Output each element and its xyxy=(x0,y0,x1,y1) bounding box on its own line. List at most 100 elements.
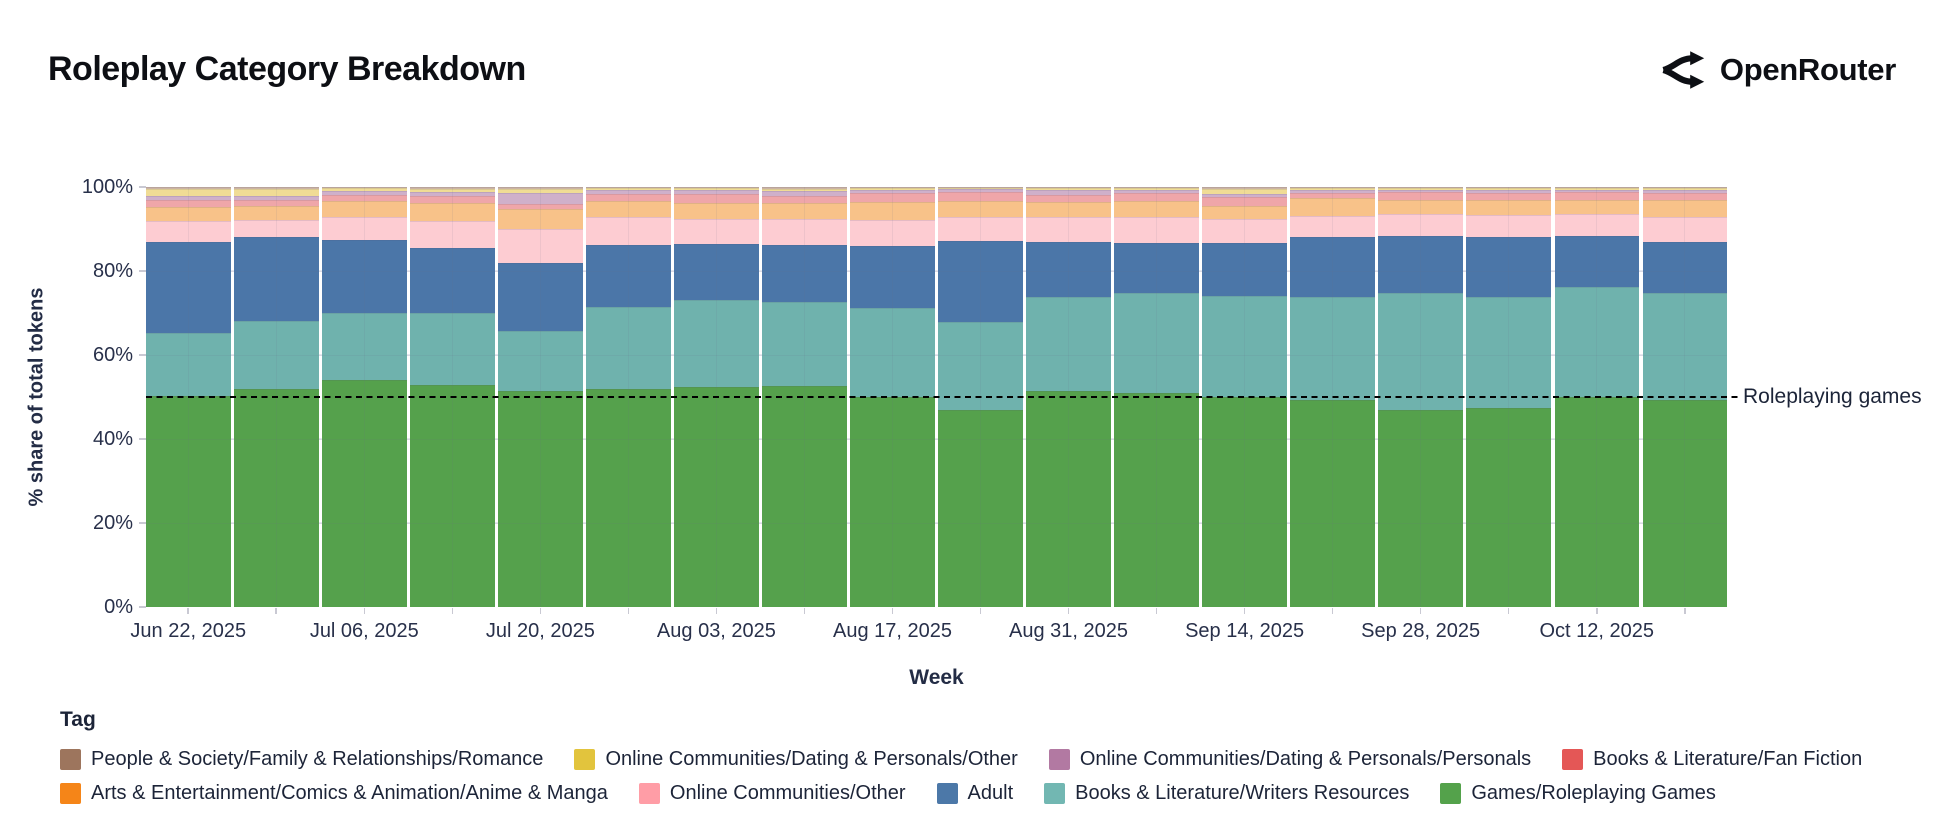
bar-week-4[interactable] xyxy=(410,187,495,607)
bar-segment[interactable] xyxy=(1290,192,1375,199)
bar-segment[interactable] xyxy=(1378,293,1463,411)
bar-segment[interactable] xyxy=(1554,236,1640,288)
bar-week-9[interactable] xyxy=(850,187,935,607)
bar-segment[interactable] xyxy=(322,380,407,607)
bar-week-11[interactable] xyxy=(1026,187,1111,607)
bar-segment[interactable] xyxy=(1466,188,1551,191)
bar-segment[interactable] xyxy=(1202,205,1287,220)
bar-segment[interactable] xyxy=(1642,399,1728,607)
bar-segment[interactable] xyxy=(234,236,319,321)
bar-segment[interactable] xyxy=(586,200,671,217)
bar-segment[interactable] xyxy=(586,388,671,607)
bar-segment[interactable] xyxy=(1114,189,1199,193)
bar-segment[interactable] xyxy=(938,187,1023,190)
bar-segment[interactable] xyxy=(322,217,407,240)
bar-segment[interactable] xyxy=(938,321,1023,411)
bar-segment[interactable] xyxy=(234,195,319,201)
bar-segment[interactable] xyxy=(938,187,1023,188)
bar-segment[interactable] xyxy=(1026,241,1111,298)
bar-segment[interactable] xyxy=(410,188,495,192)
bar-segment[interactable] xyxy=(322,200,407,218)
bar-segment[interactable] xyxy=(410,385,495,607)
bar-segment[interactable] xyxy=(1114,200,1199,218)
bar-segment[interactable] xyxy=(498,262,583,332)
bar-segment[interactable] xyxy=(1466,187,1551,189)
bar-segment[interactable] xyxy=(498,187,583,190)
bar-segment[interactable] xyxy=(410,220,495,249)
bar-segment[interactable] xyxy=(498,390,583,607)
bar-segment[interactable] xyxy=(850,220,935,246)
bar-segment[interactable] xyxy=(1290,187,1375,189)
bar-segment[interactable] xyxy=(146,207,231,221)
bar-week-5[interactable] xyxy=(498,187,583,607)
bar-week-10[interactable] xyxy=(938,187,1023,607)
bar-segment[interactable] xyxy=(762,386,847,607)
bar-segment[interactable] xyxy=(938,189,1023,192)
bar-week-13[interactable] xyxy=(1202,187,1287,607)
bar-segment[interactable] xyxy=(1026,187,1111,189)
bar-segment[interactable] xyxy=(586,216,671,245)
bar-segment[interactable] xyxy=(322,239,407,314)
bar-segment[interactable] xyxy=(1378,187,1463,190)
bar-segment[interactable] xyxy=(938,216,1023,242)
bar-segment[interactable] xyxy=(498,189,583,193)
bar-segment[interactable] xyxy=(410,187,495,189)
bar-segment[interactable] xyxy=(1114,242,1199,294)
bar-segment[interactable] xyxy=(674,189,759,195)
bar-segment[interactable] xyxy=(1554,187,1640,188)
bar-segment[interactable] xyxy=(586,187,671,189)
bar-segment[interactable] xyxy=(1554,189,1640,192)
bar-segment[interactable] xyxy=(1026,190,1111,195)
bar-segment[interactable] xyxy=(1026,297,1111,392)
bar-segment[interactable] xyxy=(322,187,407,189)
bar-segment[interactable] xyxy=(234,187,319,190)
bar-segment[interactable] xyxy=(146,241,231,334)
bar-segment[interactable] xyxy=(850,187,935,188)
bar-segment[interactable] xyxy=(234,189,319,196)
bar-segment[interactable] xyxy=(1466,408,1551,607)
bar-segment[interactable] xyxy=(1642,241,1728,293)
bar-segment[interactable] xyxy=(938,410,1023,607)
bar-week-14[interactable] xyxy=(1290,187,1375,607)
bar-segment[interactable] xyxy=(1026,391,1111,607)
bar-segment[interactable] xyxy=(410,202,495,221)
bar-segment[interactable] xyxy=(762,218,847,245)
bar-segment[interactable] xyxy=(1642,216,1728,242)
bar-segment[interactable] xyxy=(762,187,847,189)
bar-segment[interactable] xyxy=(1202,296,1287,398)
bar-segment[interactable] xyxy=(322,188,407,191)
bar-segment[interactable] xyxy=(674,219,759,245)
bar-segment[interactable] xyxy=(1026,188,1111,191)
bar-segment[interactable] xyxy=(146,189,231,196)
bar-segment[interactable] xyxy=(1466,297,1551,409)
bar-segment[interactable] xyxy=(674,299,759,387)
bar-segment[interactable] xyxy=(1554,187,1640,190)
bar-segment[interactable] xyxy=(1114,217,1199,243)
bar-segment[interactable] xyxy=(1202,187,1287,190)
bar-week-12[interactable] xyxy=(1114,187,1199,607)
bar-segment[interactable] xyxy=(1378,191,1463,201)
bar-segment[interactable] xyxy=(586,244,671,307)
bar-segment[interactable] xyxy=(1642,292,1728,400)
bar-week-15[interactable] xyxy=(1378,187,1463,607)
bar-segment[interactable] xyxy=(146,395,231,607)
bar-segment[interactable] xyxy=(674,194,759,203)
bar-segment[interactable] xyxy=(1114,187,1199,190)
bar-segment[interactable] xyxy=(1554,191,1640,200)
bar-segment[interactable] xyxy=(1466,190,1551,193)
bar-segment[interactable] xyxy=(234,200,319,206)
bar-segment[interactable] xyxy=(850,308,935,398)
bar-segment[interactable] xyxy=(322,313,407,381)
bar-segment[interactable] xyxy=(674,187,759,189)
bar-segment[interactable] xyxy=(1290,297,1375,400)
bar-segment[interactable] xyxy=(850,187,935,190)
bar-segment[interactable] xyxy=(1642,190,1728,193)
bar-week-6[interactable] xyxy=(586,187,671,607)
bar-segment[interactable] xyxy=(586,306,671,389)
bar-segment[interactable] xyxy=(1202,196,1287,206)
bar-segment[interactable] xyxy=(850,245,935,309)
bar-segment[interactable] xyxy=(1290,237,1375,298)
bar-segment[interactable] xyxy=(146,200,231,208)
bar-segment[interactable] xyxy=(1202,397,1287,607)
bar-segment[interactable] xyxy=(498,331,583,391)
